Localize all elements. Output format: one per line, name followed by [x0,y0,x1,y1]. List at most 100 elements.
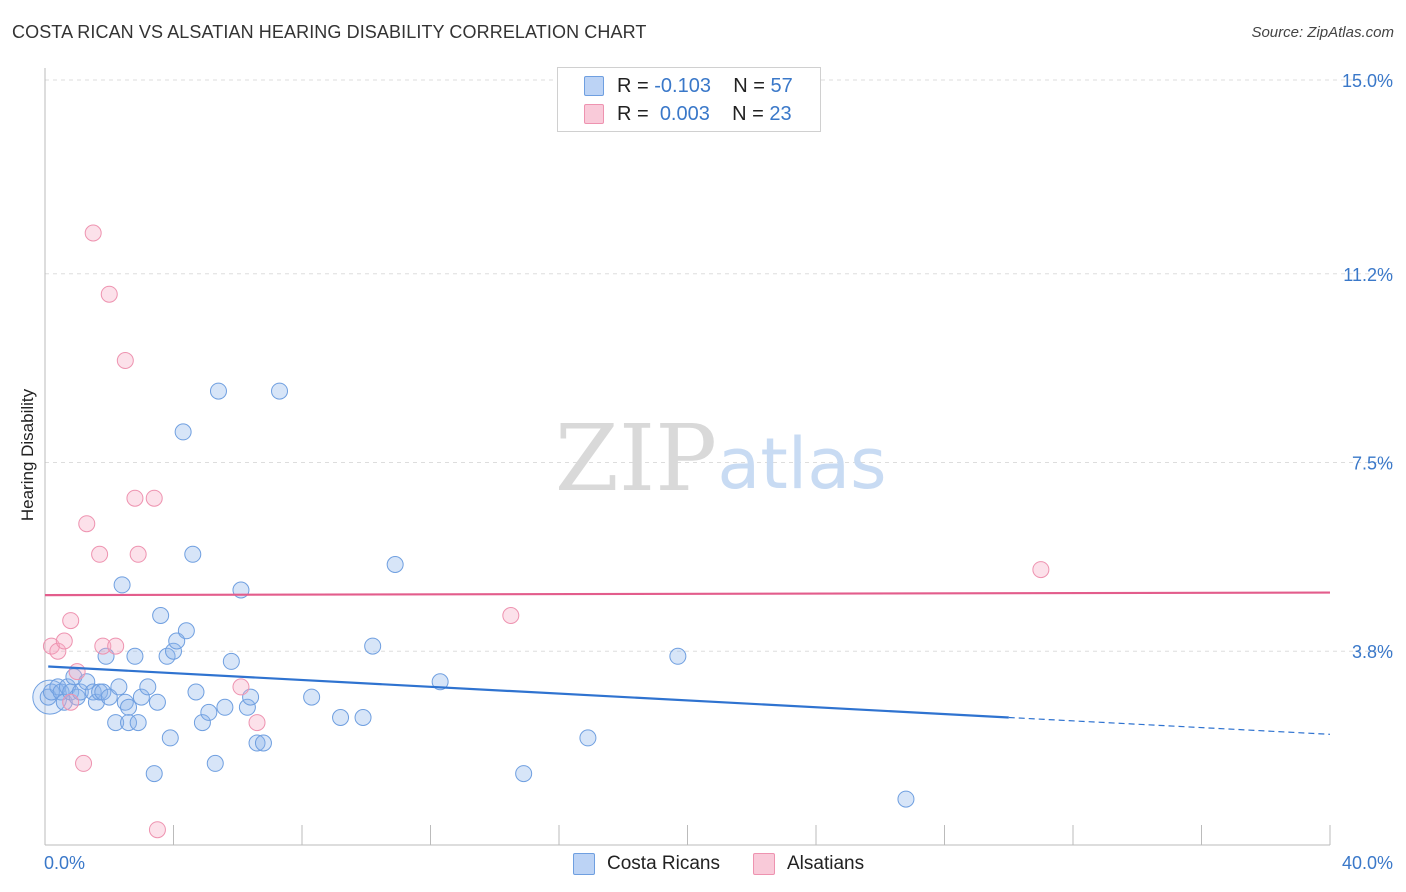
alsatian-point [148,821,166,839]
costa-rican-point [152,607,170,624]
costa-rican-point [84,683,102,701]
axes [44,68,1331,846]
y-tick-label: 11.2% [1343,265,1393,285]
costa-rican-point [332,709,350,726]
bottom-legend-swatch-pink [753,853,775,875]
costa-rican-point [145,765,163,783]
legend-n-label: N = [732,102,770,125]
alsatian-point [55,632,73,650]
bottom-legend-costa-ricans: Costa Ricans [573,852,720,876]
alsatian-trend-line [44,591,1331,597]
alsatian-point [129,545,147,563]
costa-rican-point [132,688,150,706]
gridlines [45,79,1395,652]
bottom-legend-label: Alsatians [787,853,865,874]
costa-rican-point [139,678,157,696]
costa-rican-point [515,765,533,783]
costa-rican-point [248,734,266,752]
costa-rican-point [113,576,131,594]
costa-rican-point [87,693,105,711]
alsatian-point [1032,561,1050,579]
alsatian-point [91,545,109,563]
costa-rican-point [364,637,382,655]
alsatian-point [68,663,86,681]
costa-rican-point [120,714,138,732]
costa-rican-trend-extrapolation [1008,716,1331,735]
costa-rican-point [431,673,449,691]
costa-rican-point [107,714,125,732]
costa-rican-point [206,754,224,772]
tick-labels: 3.8% 7.5% 11.2% 15.0% 0.0% 40.0% [44,71,1393,873]
costa-rican-point [386,556,404,573]
costa-rican-point [148,693,166,711]
costa-rican-point [254,734,272,752]
costa-rican-point [126,647,144,665]
legend-swatch-blue [584,76,604,96]
bottom-legend-swatch-blue [573,853,595,875]
bottom-legend-alsatians: Alsatians [753,852,864,876]
costa-rican-point [354,709,372,726]
alsatian-point [62,693,80,711]
x-tick-label: 0.0% [44,853,85,873]
alsatian-point [100,285,118,303]
costa-rican-point [222,652,240,670]
alsatian-point [232,678,250,696]
alsatian-point [248,714,266,732]
watermark-zip: ZIP [555,405,717,512]
alsatian-point [94,637,112,655]
costa-rican-point [120,698,138,716]
alsatian-point [84,224,102,242]
trend-lines [44,591,1331,735]
costa-rican-point [116,693,134,711]
costa-rican-point [897,790,915,808]
legend-n-value: 23 [769,102,792,125]
alsatian-point [502,607,520,624]
costa-rican-point [110,678,128,696]
costa-rican-point [209,382,227,400]
alsatian-point [62,612,80,630]
legend-swatch-pink [584,104,604,124]
costa-rican-point [184,545,202,563]
costa-rican-point [271,382,289,400]
y-tick-label: 3.8% [1352,642,1393,662]
costa-rican-point [193,714,211,732]
legend-r-label: R = [617,102,655,125]
data-points [32,224,1050,839]
y-tick-label: 15.0% [1342,71,1393,91]
chart-title: COSTA RICAN VS ALSATIAN HEARING DISABILI… [12,22,647,42]
costa-rican-point [238,698,256,716]
costa-rican-trend-line [48,665,1009,719]
legend-n-label: N = [733,74,771,97]
y-tick-label: 7.5% [1352,454,1393,474]
costa-rican-point [129,714,147,732]
costa-rican-point [579,729,597,747]
alsatian-point [78,515,96,533]
legend-r-value: -0.103 [654,74,711,97]
stats-legend: R = -0.103 N = 57 R = 0.003 N = 23 [557,67,821,132]
legend-r-value: 0.003 [659,102,710,125]
watermark: ZIP atlas [555,405,887,512]
costa-rican-point [165,642,182,660]
costa-rican-point [216,698,234,716]
alsatian-point [107,637,125,655]
costa-rican-point [161,729,179,747]
costa-rican-point [49,678,67,696]
x-tick-label: 40.0% [1342,853,1393,873]
legend-n-value: 57 [770,74,793,97]
watermark-atlas: atlas [717,423,886,505]
alsatian-point [75,754,93,772]
costa-rican-point [177,622,195,640]
costa-rican-point [187,683,205,701]
bottom-legend-label: Costa Ricans [607,853,720,874]
alsatian-point [126,489,144,507]
legend-r-label: R = [617,74,655,97]
alsatian-point [145,489,163,507]
costa-rican-point [669,647,687,665]
costa-rican-point [174,423,192,441]
source-label: Source: ZipAtlas.com [1251,24,1394,41]
alsatian-point [49,642,67,660]
costa-rican-point [200,703,218,721]
alsatian-point [116,352,134,369]
costa-rican-point [303,688,321,706]
